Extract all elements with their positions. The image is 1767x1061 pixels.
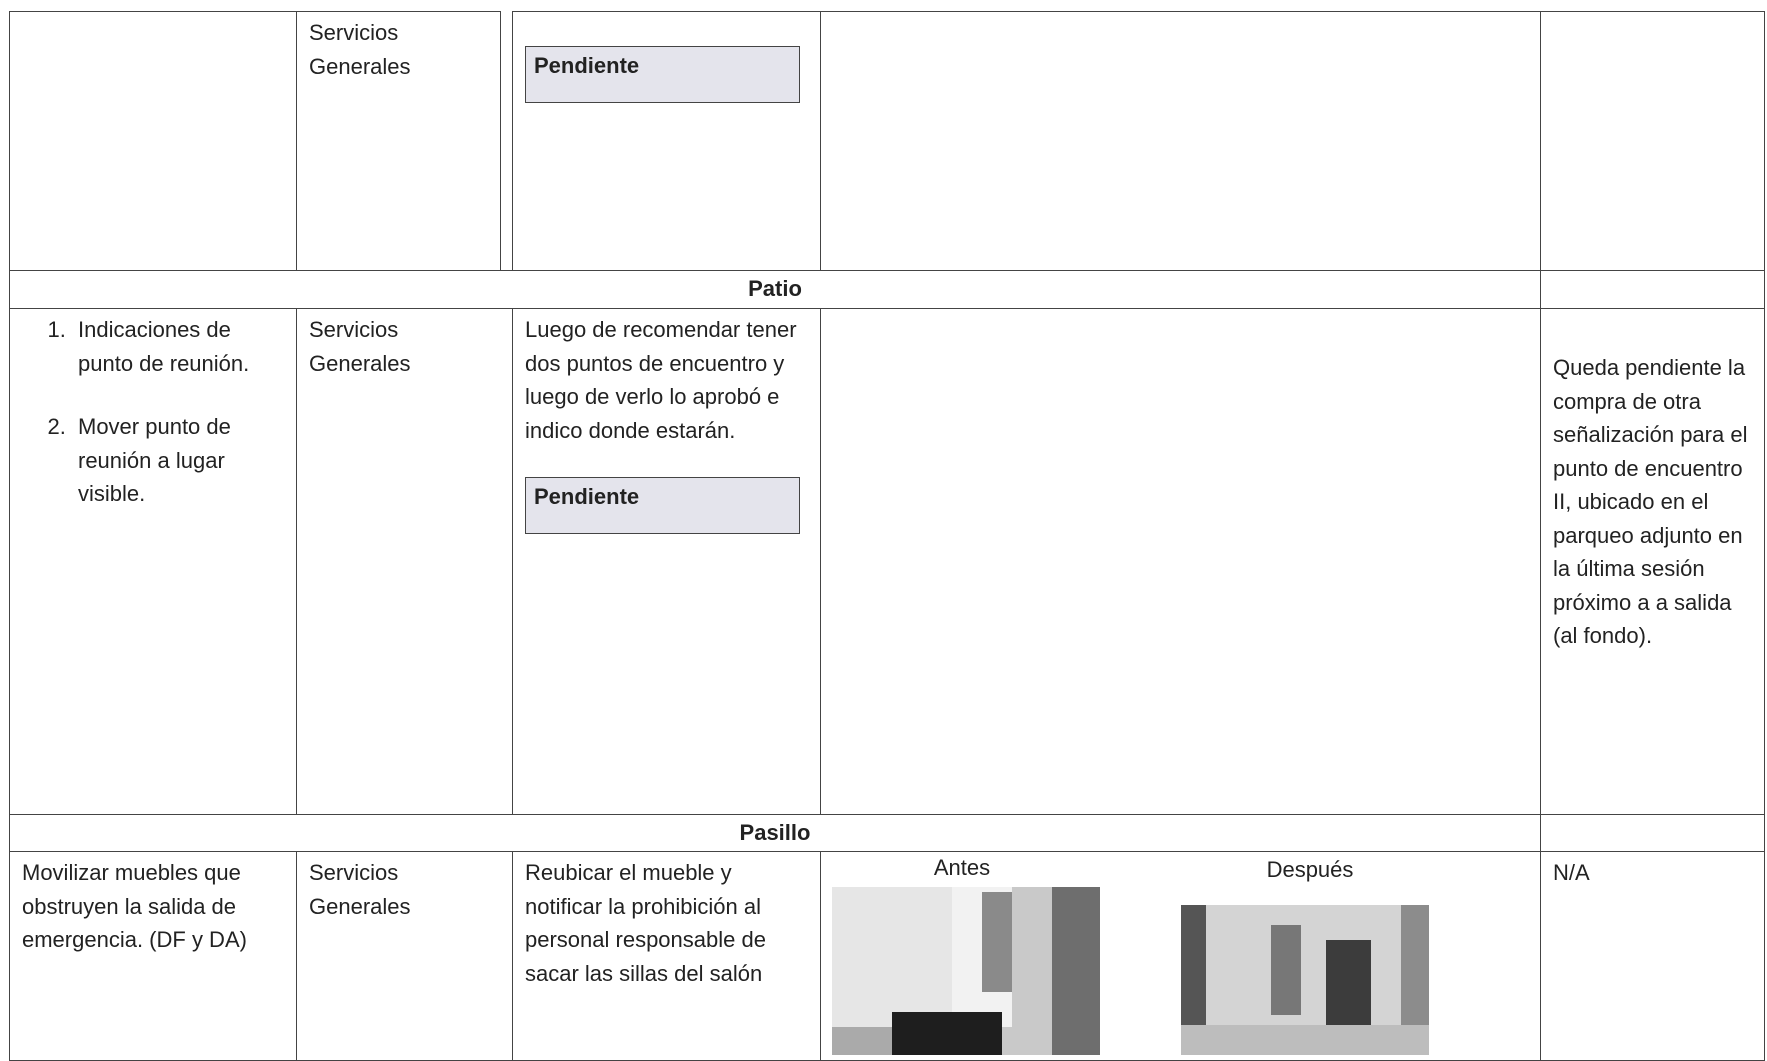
photo-label: Después [1266, 857, 1354, 882]
list-item: Mover punto de reunión a lugar visible. [72, 410, 276, 511]
cell [820, 11, 1541, 271]
cell [1540, 11, 1765, 271]
responsable: Servicios Generales [309, 20, 411, 79]
photo-after [1181, 905, 1429, 1055]
responsable: Servicios Generales [309, 317, 411, 376]
cell: Servicios Generales [296, 11, 501, 271]
cell: Reubicar el mueble y notificar la prohib… [512, 851, 821, 1061]
cell [1540, 270, 1765, 309]
cell: Servicios Generales [296, 851, 513, 1061]
cell: Servicios Generales [296, 308, 513, 815]
cell: Luego de recomendar tener dos puntos de … [512, 308, 821, 815]
responsable: Servicios Generales [309, 860, 411, 919]
observacion: N/A [1553, 860, 1590, 885]
cell [820, 308, 1541, 815]
cell: Queda pendiente la compra de otra señali… [1540, 308, 1765, 815]
observacion: Queda pendiente la compra de otra señali… [1553, 355, 1748, 648]
hallazgo: Movilizar muebles que obstruyen la salid… [22, 860, 247, 952]
status-badge: Pendiente [525, 477, 800, 534]
cell: Movilizar muebles que obstruyen la salid… [9, 851, 297, 1061]
section-header: Pasillo [9, 814, 1541, 852]
status-badge: Pendiente [525, 46, 800, 103]
photo-before [832, 887, 1100, 1055]
cell [9, 11, 297, 271]
accion: Reubicar el mueble y notificar la prohib… [525, 860, 766, 986]
accion: Luego de recomendar tener dos puntos de … [525, 317, 797, 443]
cell: N/A [1540, 851, 1765, 1061]
list: Indicaciones de punto de reunión. Mover p… [22, 313, 276, 511]
cell: Indicaciones de punto de reunión. Mover p… [9, 308, 297, 815]
cell: Pendiente [512, 11, 821, 271]
photo-label: Antes [933, 855, 991, 880]
cell [1540, 814, 1765, 852]
list-item: Indicaciones de punto de reunión. [72, 313, 276, 380]
section-header: Patio [9, 270, 1541, 309]
